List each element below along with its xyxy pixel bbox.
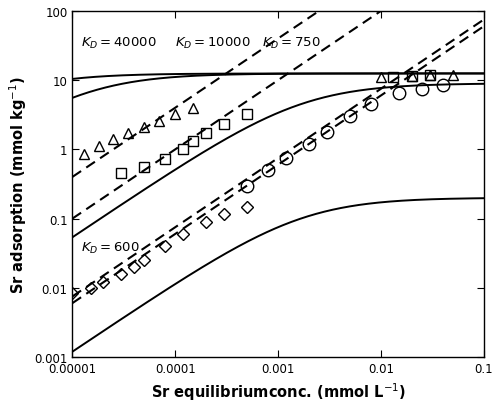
Y-axis label: Sr adsorption (mmol kg$^{-1}$): Sr adsorption (mmol kg$^{-1}$)	[7, 76, 28, 293]
Text: $K_D=40000$: $K_D=40000$	[80, 36, 156, 51]
Text: $K_D=600$: $K_D=600$	[80, 240, 140, 256]
X-axis label: Sr equilibriumconc. (mmol L$^{-1}$): Sr equilibriumconc. (mmol L$^{-1}$)	[150, 380, 406, 402]
Text: $K_D=10000$: $K_D=10000$	[176, 36, 251, 51]
Text: $K_D=750$: $K_D=750$	[262, 36, 321, 51]
